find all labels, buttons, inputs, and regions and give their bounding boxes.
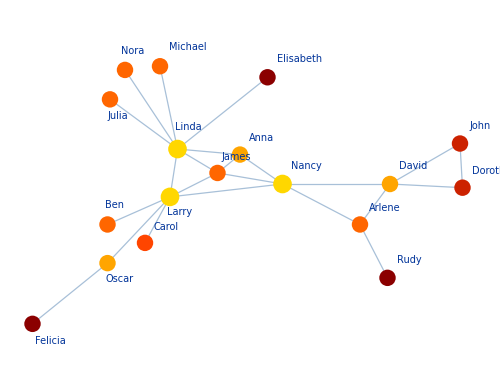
Point [236, 152, 244, 158]
Text: Nancy: Nancy [292, 161, 322, 171]
Point [264, 74, 272, 80]
Text: Larry: Larry [168, 207, 192, 217]
Point [106, 96, 114, 102]
Point [456, 141, 464, 146]
Point [384, 275, 392, 281]
Point [458, 185, 466, 191]
Text: Michael: Michael [169, 42, 206, 52]
Text: Arlene: Arlene [369, 203, 400, 213]
Point [141, 240, 149, 246]
Text: Linda: Linda [175, 123, 202, 132]
Point [121, 67, 129, 73]
Text: Ben: Ben [105, 201, 124, 210]
Text: Dorothy: Dorothy [472, 166, 500, 176]
Text: David: David [399, 161, 427, 171]
Point [104, 260, 112, 266]
Point [174, 146, 182, 152]
Point [156, 63, 164, 69]
Text: Felicia: Felicia [35, 336, 66, 346]
Point [166, 194, 174, 200]
Point [386, 181, 394, 187]
Point [214, 170, 222, 176]
Point [356, 222, 364, 227]
Text: Nora: Nora [121, 46, 144, 56]
Text: Julia: Julia [108, 112, 128, 121]
Point [278, 181, 286, 187]
Text: Anna: Anna [249, 133, 274, 143]
Text: Rudy: Rudy [396, 255, 421, 265]
Point [28, 321, 36, 327]
Text: John: John [469, 121, 490, 131]
Text: Elisabeth: Elisabeth [276, 54, 322, 64]
Point [104, 222, 112, 227]
Text: James: James [222, 152, 251, 162]
Text: Oscar: Oscar [105, 275, 133, 284]
Text: Carol: Carol [154, 222, 179, 232]
